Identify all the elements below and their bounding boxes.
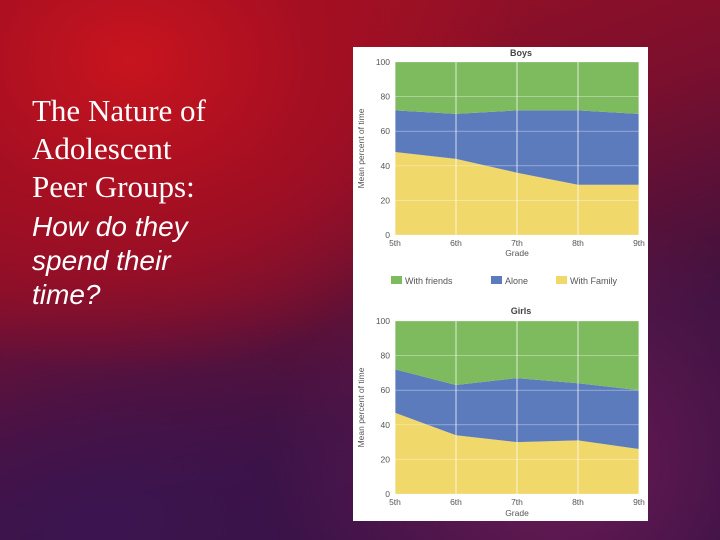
boys-yaxis-label: Mean percent of time bbox=[356, 108, 366, 188]
girls-xtick-label: 8th bbox=[572, 497, 584, 507]
legend-label-with-family: With Family bbox=[570, 276, 617, 286]
boys-xtick-label: 8th bbox=[572, 238, 584, 248]
boys-xtick-label: 6th bbox=[450, 238, 462, 248]
girls-ytick-label: 0 bbox=[385, 489, 390, 499]
girls-xtick-label: 9th bbox=[633, 497, 645, 507]
boys-xtick-label: 5th bbox=[389, 238, 401, 248]
girls-chart-title: Girls bbox=[511, 306, 532, 316]
girls-ytick-label: 80 bbox=[381, 351, 391, 361]
boys-ytick-label: 0 bbox=[385, 230, 390, 240]
girls-xaxis-label: Grade bbox=[505, 508, 529, 518]
boys-xtick-label: 9th bbox=[633, 238, 645, 248]
slide-title: The Nature of Adolescent Peer Groups: bbox=[32, 93, 206, 204]
girls-ytick-label: 40 bbox=[381, 420, 391, 430]
chart-figure: 0 20 40 60 80 100 5th 6th 7th 8th 9th Grade Mean per… bbox=[353, 47, 648, 521]
boys-ytick-label: 60 bbox=[381, 126, 391, 136]
girls-ytick-label: 100 bbox=[376, 316, 390, 326]
girls-xtick-label: 6th bbox=[450, 497, 462, 507]
girls-ytick-label: 60 bbox=[381, 385, 391, 395]
legend-label-alone: Alone bbox=[505, 276, 528, 286]
slide-title-block: The Nature of Adolescent Peer Groups: Ho… bbox=[32, 92, 332, 312]
legend-swatch-with-friends bbox=[391, 276, 402, 284]
girls-yaxis-label: Mean percent of time bbox=[356, 367, 366, 447]
legend-swatch-with-family bbox=[556, 276, 567, 284]
legend-swatch-alone bbox=[491, 276, 502, 284]
boys-chart-title: Boys bbox=[510, 48, 532, 58]
legend-label-with-friends: With friends bbox=[405, 276, 453, 286]
girls-xtick-label: 5th bbox=[389, 497, 401, 507]
boys-ytick-label: 20 bbox=[381, 195, 391, 205]
boys-ytick-label: 80 bbox=[381, 92, 391, 102]
girls-ytick-label: 20 bbox=[381, 454, 391, 464]
boys-ytick-label: 40 bbox=[381, 161, 391, 171]
boys-ytick-label: 100 bbox=[376, 57, 390, 67]
boys-xaxis-label: Grade bbox=[505, 248, 529, 258]
boys-xtick-label: 7th bbox=[511, 238, 523, 248]
girls-xtick-label: 7th bbox=[511, 497, 523, 507]
slide-subtitle: How do they spend their time? bbox=[32, 211, 188, 310]
chart-svg: 0 20 40 60 80 100 5th 6th 7th 8th 9th Grade Mean per… bbox=[356, 48, 645, 518]
